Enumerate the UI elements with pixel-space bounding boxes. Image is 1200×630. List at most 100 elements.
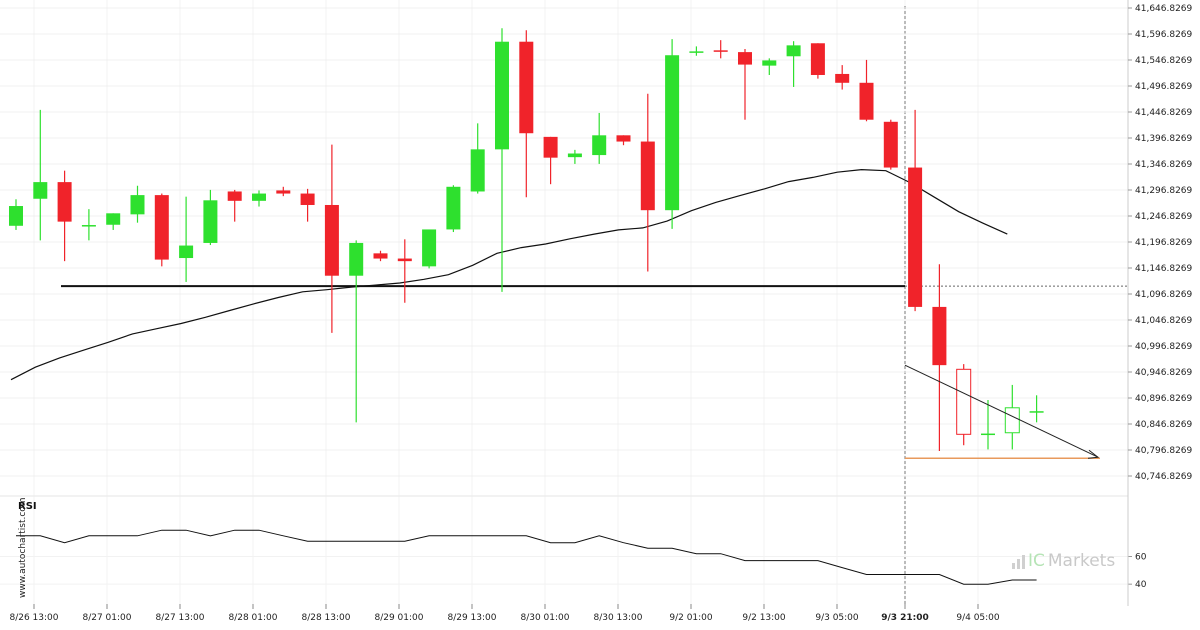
y-tick-label: 41,646.8269 <box>1135 4 1193 14</box>
candle-body <box>422 229 437 267</box>
y-tick-label: 41,346.8269 <box>1135 160 1193 170</box>
candle-body <box>956 368 972 435</box>
y-tick-label: 41,446.8269 <box>1135 108 1193 118</box>
candle-body <box>859 82 874 120</box>
candle <box>470 123 485 194</box>
logo-bars-icon <box>1012 553 1025 569</box>
candle <box>883 119 898 170</box>
candle-body <box>762 60 777 66</box>
trend-pattern <box>904 364 1100 459</box>
vertical-gridlines <box>33 0 979 606</box>
y-tick-label: 41,496.8269 <box>1135 82 1193 92</box>
candle <box>227 189 242 222</box>
candle-body <box>203 200 218 243</box>
candle <box>252 190 266 207</box>
x-tick-label: 8/29 01:00 <box>374 613 423 623</box>
candle-body <box>738 52 752 65</box>
candle-body <box>592 135 607 156</box>
candle <box>179 196 194 282</box>
candle <box>713 40 728 59</box>
candle-body <box>397 258 412 262</box>
y-tick-label: 40,896.8269 <box>1135 394 1193 404</box>
candle <box>154 193 169 267</box>
x-tick-label: 9/4 05:00 <box>956 613 1000 623</box>
x-tick-label: 8/27 13:00 <box>155 613 204 623</box>
x-tick-label: 9/2 01:00 <box>669 613 713 623</box>
candle-body <box>786 45 801 57</box>
candle <box>689 46 704 56</box>
candle <box>422 229 437 269</box>
candle <box>519 30 534 198</box>
logo-prefix: IC <box>1028 551 1045 571</box>
candle-body <box>154 195 169 260</box>
x-tick-label: 9/3 05:00 <box>815 613 859 623</box>
candle-body <box>470 149 485 192</box>
y-tick-label: 41,546.8269 <box>1135 56 1193 66</box>
candle-body <box>883 121 898 168</box>
candle-body <box>57 182 72 222</box>
candle <box>495 28 509 292</box>
candle <box>567 149 582 164</box>
candle <box>859 59 874 122</box>
y-tick-label: 41,046.8269 <box>1135 316 1193 326</box>
candle-body <box>276 190 291 194</box>
autochartist-watermark: www.autochartist.com <box>18 497 28 598</box>
y-tick-label: 41,246.8269 <box>1135 212 1193 222</box>
candle <box>1029 395 1044 423</box>
y-tick-label: 41,596.8269 <box>1135 30 1193 40</box>
candle <box>616 135 631 146</box>
y-tick-label: 41,196.8269 <box>1135 238 1193 248</box>
candle <box>349 240 364 423</box>
candle <box>130 185 145 223</box>
candle <box>908 109 923 312</box>
candle <box>592 112 607 164</box>
x-tick-label: 9/2 13:00 <box>742 613 786 623</box>
candle-body <box>9 206 23 226</box>
candle-body <box>932 306 947 366</box>
candle <box>373 250 388 262</box>
candle-body <box>324 204 339 276</box>
candle <box>276 186 291 197</box>
y-tick-label: 41,296.8269 <box>1135 186 1193 196</box>
y-tick-label: 41,096.8269 <box>1135 290 1193 300</box>
x-tick-label: 8/26 13:00 <box>9 613 58 623</box>
time-axis: 8/26 13:00 8/27 01:00 8/27 13:00 8/28 01:00… <box>9 604 1000 623</box>
y-tick-label: 41,396.8269 <box>1135 134 1193 144</box>
candle-body <box>33 182 48 199</box>
candle <box>810 43 825 79</box>
candlestick-series <box>9 28 1044 451</box>
x-tick-label: 8/28 01:00 <box>228 613 277 623</box>
candle-body <box>616 135 631 142</box>
candle <box>33 109 48 241</box>
logo-name: Markets <box>1047 551 1116 571</box>
candle <box>446 185 461 233</box>
y-tick-label: 40,796.8269 <box>1135 446 1193 456</box>
candle <box>324 144 339 333</box>
candle <box>665 39 680 229</box>
candle-body <box>519 41 534 134</box>
y-tick-label: 40,946.8269 <box>1135 368 1193 378</box>
candle <box>397 239 412 303</box>
x-tick-label: 8/30 01:00 <box>520 613 569 623</box>
candle <box>543 136 558 185</box>
x-tick-label: 8/28 13:00 <box>301 613 350 623</box>
candle <box>1004 384 1020 450</box>
y-tick-label: 40,996.8269 <box>1135 342 1193 352</box>
candle-body <box>227 191 242 201</box>
rsi-tick-label: 40 <box>1135 580 1147 590</box>
candle-body <box>567 153 582 158</box>
candle <box>106 213 121 230</box>
projection-arrowhead <box>1087 449 1100 459</box>
candle <box>762 58 777 75</box>
candle-body <box>908 167 923 307</box>
candle <box>300 188 315 222</box>
price-axis: 41,646.8269 41,596.8269 41,546.8269 41,496.… <box>1127 0 1193 606</box>
icmarkets-logo: IC Markets <box>1012 551 1115 571</box>
candle-body <box>1004 407 1020 434</box>
candle-body <box>106 213 121 225</box>
candle <box>203 189 218 246</box>
candle <box>9 199 23 230</box>
candle <box>81 209 96 241</box>
candle <box>738 48 752 120</box>
